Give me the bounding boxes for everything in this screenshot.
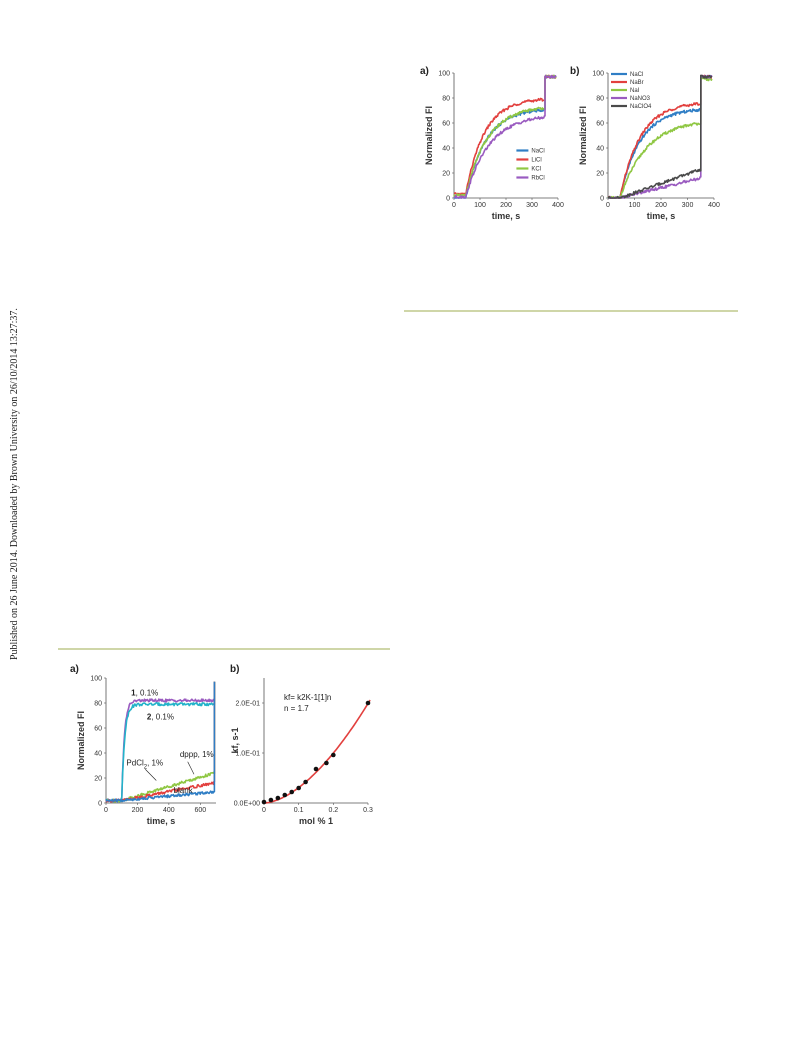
chart-top-b: b) 0 100 200 300 400 0 20 40 60 80 100 time, s Normal… [570,66,720,221]
y-tick-label: 80 [442,96,450,103]
x-tick-label: 100 [474,202,486,209]
x-tick-label: 0 [606,202,610,209]
y-axis-title: Normalized FI [578,106,588,165]
annotation-pointer [187,761,195,775]
series-annotation: 2, 0.1% [147,712,174,721]
x-tick-label: 600 [194,807,206,814]
annotation-pointer [145,769,157,781]
data-point [324,760,329,766]
x-axis-title: time, s [147,816,176,826]
equation-label: kf= k2K-1[1]n [284,693,331,702]
y-tick-label: 1.0E-01 [235,751,260,758]
y-tick-label: 0 [446,196,450,203]
legend-label: RbCl [531,176,544,182]
divider-top-right [404,310,738,312]
x-tick-label: 0.3 [363,807,373,814]
data-point [268,797,274,803]
x-tick-label: 200 [655,202,667,209]
series-line-kcl [453,74,557,198]
series-line-2-0-1- [105,681,216,803]
y-tick-label: 40 [596,146,604,153]
x-tick-label: 0 [452,202,456,209]
series-line-licl [453,74,557,197]
series-annotation: PdCl2, 1% [126,759,163,771]
y-tick-label: 40 [94,751,102,758]
y-tick-label: 80 [596,96,604,103]
y-axis-title: Normalized FI [76,711,86,770]
x-tick-label: 400 [552,202,564,209]
panel-label: a) [420,66,429,77]
series-line-nano3 [607,74,713,199]
series-annotation: dppp, 1% [180,750,214,759]
x-tick-label: 200 [132,807,144,814]
y-tick-label: 20 [442,171,450,178]
series-line-nabr [607,74,713,199]
data-point [365,700,371,706]
x-tick-label: 300 [526,202,538,209]
data-point [296,785,301,791]
x-tick-label: 400 [163,807,175,814]
y-tick-label: 0 [600,196,604,203]
legend-label: NaCl [531,149,544,155]
sidebar-publication-text: Published on 26 June 2014. Downloaded by… [9,308,20,660]
chart-bottom-a: a) 0 200 400 600 0 20 40 60 80 100 time, s Normalize… [70,664,216,826]
x-tick-label: 0 [262,807,266,814]
series-line-rbcl [453,74,557,199]
data-point [313,766,319,772]
y-tick-label: 60 [94,726,102,733]
series-line-nai [607,77,713,199]
fit-curve [263,699,371,804]
legend-label: LiCl [531,158,541,164]
data-point [275,795,281,801]
data-point [282,792,288,798]
legend-label: NaCl [630,72,643,78]
exponent-label: n = 1.7 [284,704,309,713]
panel-label: b) [570,66,579,77]
panel-label: a) [70,664,79,675]
x-tick-label: 400 [708,202,720,209]
legend-label: KCl [531,167,541,173]
chart-bottom-b: b) 0 0.1 0.2 0.3 0.0E+00 1.0E-01 2.0E-01 mol % 1… [230,664,373,826]
x-tick-label: 0.1 [294,807,304,814]
x-tick-label: 0.2 [328,807,338,814]
data-point [261,799,267,805]
panel-label: b) [230,664,239,675]
sidebar-publication-note: Published on 26 June 2014. Downloaded by… [9,308,20,660]
x-tick-label: 300 [682,202,694,209]
y-tick-label: 100 [438,71,450,78]
data-point [289,789,295,795]
x-axis-title: time, s [492,211,521,221]
series-line-naclo4 [607,74,713,199]
y-tick-label: 0 [98,801,102,808]
y-tick-label: 60 [596,121,604,128]
y-axis-title: Normalized FI [424,106,434,165]
y-tick-label: 60 [442,121,450,128]
data-point [303,779,308,785]
x-tick-label: 200 [500,202,512,209]
legend-label: NaBr [630,80,644,86]
x-axis-title: mol % 1 [299,816,333,826]
y-tick-label: 100 [592,71,604,78]
legend-label: NaNO3 [630,96,651,102]
data-point [331,752,336,758]
y-tick-label: 20 [94,776,102,783]
series-line-blank [105,681,216,803]
y-tick-label: 100 [90,676,102,683]
chart-top-a: a) 0 100 200 300 400 0 20 40 60 80 100 time, s Normal… [420,66,564,221]
series-annotation: blank [174,786,194,795]
legend-label: NaI [630,88,640,94]
x-tick-label: 0 [104,807,108,814]
y-tick-label: 40 [442,146,450,153]
y-tick-label: 80 [94,701,102,708]
legend-label: NaClO4 [630,104,652,110]
y-tick-label: 0.0E+00 [234,801,260,808]
x-axis-title: time, s [647,211,676,221]
series-line-pdcl2-1- [105,681,216,803]
x-tick-label: 100 [629,202,641,209]
divider-bottom-left [58,648,390,650]
y-axis-title: kf, s-1 [230,727,240,753]
series-annotation: 1, 0.1% [131,689,158,698]
y-tick-label: 2.0E-01 [235,701,260,708]
y-tick-label: 20 [596,171,604,178]
